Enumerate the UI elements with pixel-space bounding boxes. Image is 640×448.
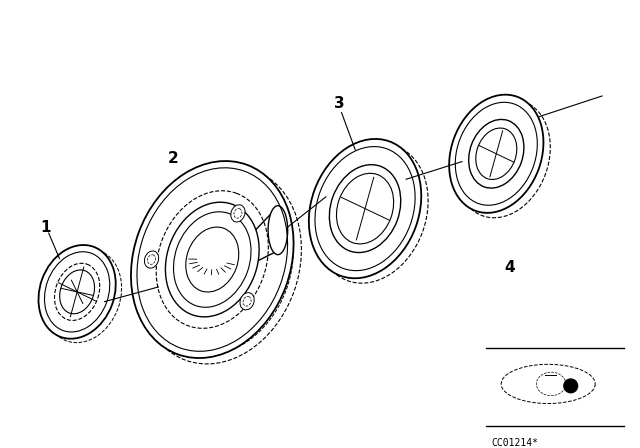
- Text: 1: 1: [40, 220, 51, 235]
- Text: 3: 3: [334, 96, 345, 111]
- Circle shape: [564, 379, 577, 393]
- Ellipse shape: [186, 227, 239, 292]
- Ellipse shape: [38, 245, 116, 339]
- Ellipse shape: [468, 120, 524, 188]
- Ellipse shape: [131, 161, 294, 358]
- Ellipse shape: [240, 293, 254, 310]
- Ellipse shape: [231, 205, 245, 222]
- Ellipse shape: [330, 165, 401, 253]
- Ellipse shape: [449, 95, 543, 213]
- Ellipse shape: [165, 202, 259, 317]
- Ellipse shape: [145, 251, 159, 268]
- Ellipse shape: [268, 206, 287, 254]
- Text: CC01214*: CC01214*: [492, 438, 538, 448]
- Text: 4: 4: [505, 260, 515, 275]
- Text: 2: 2: [168, 151, 179, 166]
- Ellipse shape: [309, 139, 421, 278]
